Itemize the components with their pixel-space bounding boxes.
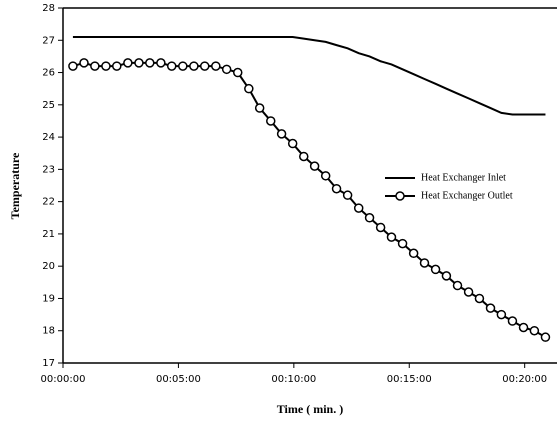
- data-point: [320, 171, 331, 181]
- data-point: [397, 238, 408, 249]
- y-axis-label: Temperature: [8, 152, 22, 219]
- data-point: [299, 151, 309, 162]
- data-point: [287, 138, 298, 149]
- x-tick-label: 00:10:00: [271, 374, 316, 385]
- data-point: [199, 61, 210, 71]
- y-tick-label: 27: [42, 35, 55, 46]
- data-point: [112, 61, 122, 71]
- legend-marker: [395, 191, 405, 201]
- data-point: [485, 303, 496, 313]
- y-tick-label: 17: [42, 358, 55, 369]
- data-point: [90, 61, 100, 71]
- data-point: [430, 264, 441, 275]
- data-point: [364, 213, 375, 223]
- series-line: [72, 36, 546, 116]
- data-point: [266, 116, 276, 126]
- data-point: [496, 309, 507, 320]
- y-tick-label: 21: [42, 229, 55, 240]
- y-tick-label: 22: [42, 197, 55, 208]
- data-point: [375, 222, 386, 233]
- y-tick-label: 26: [42, 68, 55, 79]
- data-point: [474, 293, 485, 304]
- data-point: [309, 161, 320, 171]
- data-point: [386, 232, 397, 242]
- data-point: [134, 58, 144, 68]
- x-tick-label: 00:05:00: [156, 374, 201, 385]
- data-point: [452, 280, 463, 291]
- y-tick-label: 20: [42, 261, 55, 272]
- data-point: [518, 322, 529, 333]
- y-tick-label: 19: [42, 293, 55, 304]
- data-point: [178, 61, 188, 71]
- x-axis-label: Time ( min. ): [277, 402, 343, 416]
- data-point: [211, 61, 221, 71]
- data-point: [342, 190, 353, 200]
- legend-label: Heat Exchanger Inlet: [421, 172, 506, 183]
- x-tick-label: 00:20:00: [502, 374, 547, 385]
- data-point: [68, 61, 78, 71]
- y-tick-label: 28: [42, 3, 55, 14]
- data-point: [276, 129, 287, 139]
- x-tick-label: 00:15:00: [387, 374, 432, 385]
- data-point: [145, 58, 155, 68]
- data-point: [79, 58, 89, 68]
- data-point: [463, 287, 474, 297]
- data-point: [101, 61, 111, 71]
- data-point: [419, 258, 430, 268]
- data-point: [353, 203, 364, 213]
- data-point: [244, 83, 254, 94]
- data-point: [166, 61, 177, 71]
- data-point: [408, 248, 419, 259]
- y-tick-label: 23: [42, 164, 55, 175]
- data-point: [156, 58, 166, 68]
- data-point: [232, 67, 243, 78]
- data-point: [507, 316, 518, 326]
- data-point: [529, 325, 540, 336]
- data-point: [123, 58, 133, 68]
- data-point: [189, 61, 199, 71]
- data-point: [221, 64, 232, 75]
- y-tick-label: 24: [42, 132, 55, 143]
- data-point: [331, 183, 342, 194]
- data-point: [441, 271, 452, 281]
- data-point: [540, 332, 551, 342]
- y-tick-label: 25: [42, 100, 55, 111]
- x-tick-label: 00:00:00: [41, 374, 86, 385]
- y-tick-label: 18: [42, 326, 55, 337]
- legend-label: Heat Exchanger Outlet: [421, 190, 513, 201]
- data-point: [254, 103, 265, 113]
